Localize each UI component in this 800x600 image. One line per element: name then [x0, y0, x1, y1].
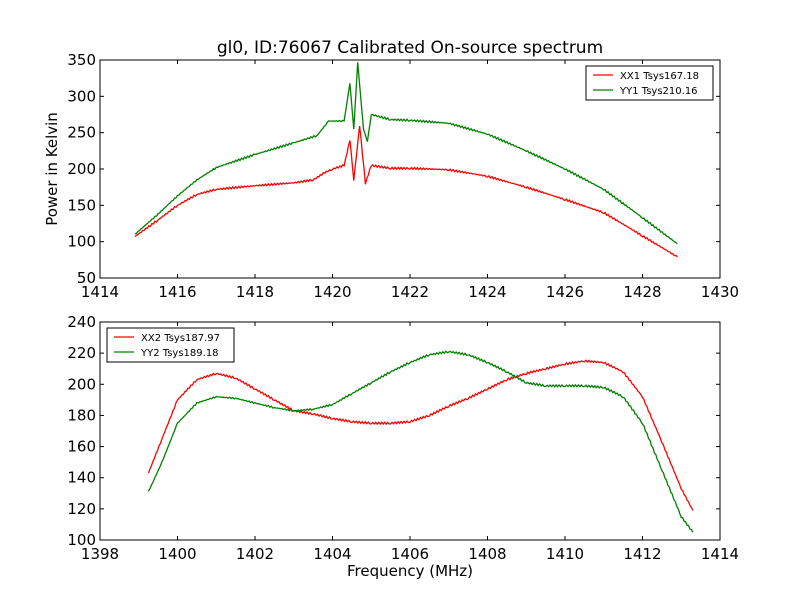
y-tick-label: 120 [67, 500, 96, 518]
legend-label: YY1 Tsys210.16 [619, 86, 698, 97]
series-line-yy1 [134, 62, 678, 245]
x-tick-label: 1412 [623, 545, 661, 563]
y-tick-label: 200 [67, 160, 96, 178]
chart-title: gl0, ID:76067 Calibrated On-source spect… [217, 38, 603, 58]
y-tick-label: 240 [67, 313, 96, 331]
x-tick-label: 1420 [313, 283, 351, 301]
legend: XX1 Tsys167.18 YY1 Tsys210.16 [585, 65, 714, 101]
top-axes: 1414 1416 1418 1420 1422 1424 1426 1428 1430 50 10… [67, 51, 739, 301]
x-tick-label: 1406 [391, 545, 429, 563]
legend: XX2 Tsys187.97 YY2 Tsys189.18 [106, 327, 235, 363]
y-tick-label: 350 [67, 51, 96, 69]
y-tick-label: 250 [67, 124, 96, 142]
x-tick-label: 1410 [546, 545, 584, 563]
x-tick-label: 1422 [391, 283, 429, 301]
x-tick-label: 1416 [158, 283, 196, 301]
x-tick-label: 1428 [623, 283, 661, 301]
series-line-yy2 [147, 350, 694, 533]
x-tick-label: 1426 [546, 283, 584, 301]
x-axis-label: Frequency (MHz) [347, 562, 473, 580]
y-tick-label: 300 [67, 87, 96, 105]
x-tick-label: 1430 [701, 283, 739, 301]
x-tick-label: 1398 [81, 545, 119, 563]
legend-label: XX2 Tsys187.97 [141, 333, 220, 344]
y-tick-label: 100 [67, 531, 96, 549]
legend-label: XX1 Tsys167.18 [620, 71, 699, 82]
y-tick-label: 100 [67, 233, 96, 251]
x-tick-label: 1400 [158, 545, 196, 563]
x-tick-label: 1408 [468, 545, 506, 563]
x-tick-label: 1404 [313, 545, 351, 563]
y-tick-label: 220 [67, 344, 96, 362]
series-line-xx1 [134, 126, 678, 258]
x-tick-label: 1418 [236, 283, 274, 301]
x-tick-label: 1402 [236, 545, 274, 563]
y-tick-label: 200 [67, 375, 96, 393]
y-tick-label: 150 [67, 196, 96, 214]
y-tick-label: 180 [67, 406, 96, 424]
y-tick-label: 50 [77, 269, 96, 287]
y-tick-label: 140 [67, 469, 96, 487]
x-tick-label: 1424 [468, 283, 506, 301]
bottom-axes: 1398 1400 1402 1404 1406 1408 1410 1412 1414 100 1… [67, 313, 739, 563]
x-tick-label: 1414 [81, 283, 119, 301]
series-line-xx2 [147, 359, 694, 511]
y-tick-label: 160 [67, 438, 96, 456]
x-tick-label: 1414 [701, 545, 739, 563]
legend-box [106, 327, 235, 363]
legend-label: YY2 Tsys189.18 [140, 348, 219, 359]
y-axis-label: Power in Kelvin [43, 112, 61, 226]
legend-box [585, 65, 714, 101]
